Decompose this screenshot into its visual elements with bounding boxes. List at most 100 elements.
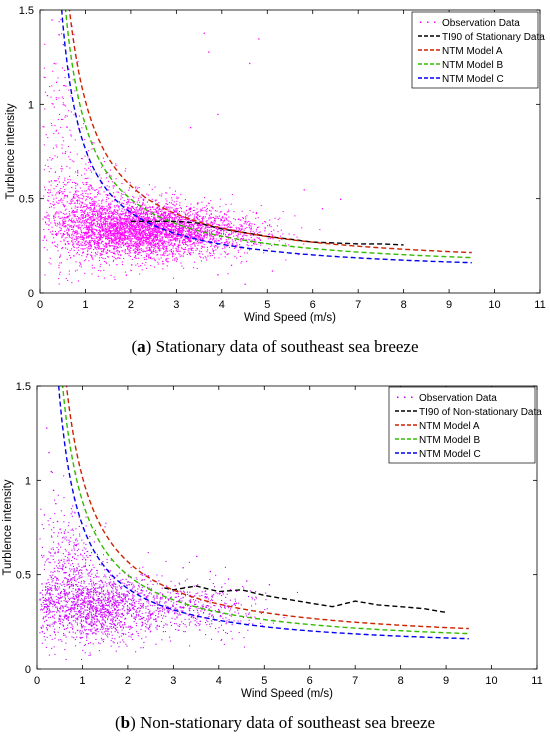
observation-point bbox=[136, 201, 138, 203]
observation-point bbox=[249, 222, 251, 224]
observation-point bbox=[46, 211, 48, 213]
observation-point bbox=[71, 234, 73, 236]
observation-point bbox=[164, 228, 166, 230]
observation-point bbox=[81, 217, 83, 219]
observation-point bbox=[59, 191, 61, 193]
observation-point bbox=[107, 195, 109, 197]
observation-point bbox=[114, 223, 116, 225]
observation-point bbox=[192, 223, 194, 225]
observation-point bbox=[140, 232, 142, 234]
observation-point bbox=[282, 233, 284, 235]
observation-point bbox=[169, 226, 171, 228]
observation-point bbox=[57, 250, 59, 252]
observation-point bbox=[81, 613, 83, 615]
observation-point bbox=[232, 244, 234, 246]
observation-point bbox=[121, 235, 123, 237]
observation-point bbox=[203, 32, 205, 34]
observation-point bbox=[104, 222, 106, 224]
observation-point bbox=[162, 215, 164, 217]
observation-point bbox=[113, 220, 115, 222]
observation-point bbox=[137, 248, 139, 250]
observation-point bbox=[197, 239, 199, 241]
observation-point bbox=[182, 235, 184, 237]
observation-point bbox=[158, 239, 160, 241]
observation-point bbox=[163, 215, 165, 217]
observation-point bbox=[127, 203, 129, 205]
observation-point bbox=[138, 251, 140, 253]
observation-point bbox=[117, 252, 119, 254]
observation-point bbox=[149, 231, 151, 233]
observation-point bbox=[98, 236, 100, 238]
observation-point bbox=[182, 240, 184, 242]
observation-point bbox=[93, 241, 95, 243]
observation-point bbox=[91, 216, 93, 218]
observation-point bbox=[182, 248, 184, 250]
observation-point bbox=[183, 251, 185, 253]
observation-point bbox=[93, 208, 95, 210]
observation-point bbox=[122, 219, 124, 221]
observation-point bbox=[152, 244, 154, 246]
observation-point bbox=[139, 237, 141, 239]
observation-point bbox=[42, 239, 44, 241]
observation-point bbox=[99, 226, 101, 228]
observation-point bbox=[232, 232, 234, 234]
observation-point bbox=[94, 238, 96, 240]
observation-point bbox=[91, 199, 93, 201]
observation-point bbox=[144, 241, 146, 243]
observation-point bbox=[139, 231, 141, 233]
observation-point bbox=[46, 249, 48, 251]
observation-point bbox=[92, 258, 94, 260]
observation-point bbox=[145, 206, 147, 208]
observation-point bbox=[165, 243, 167, 245]
observation-point bbox=[96, 205, 98, 207]
observation-point bbox=[125, 217, 127, 219]
observation-point bbox=[178, 227, 180, 229]
observation-point bbox=[97, 203, 99, 205]
observation-point bbox=[63, 191, 65, 193]
observation-point bbox=[102, 230, 104, 232]
observation-point bbox=[89, 189, 91, 191]
y-tick-label: 0.5 bbox=[19, 194, 34, 206]
observation-point bbox=[152, 234, 154, 236]
observation-point bbox=[136, 241, 138, 243]
observation-point bbox=[142, 213, 144, 215]
observation-point bbox=[129, 236, 131, 238]
observation-point bbox=[86, 221, 88, 223]
observation-point bbox=[156, 224, 158, 226]
observation-point bbox=[224, 229, 226, 231]
observation-point bbox=[141, 215, 143, 217]
observation-point bbox=[110, 599, 112, 601]
observation-point bbox=[159, 206, 161, 208]
observation-point bbox=[98, 246, 100, 248]
observation-point bbox=[66, 215, 68, 217]
observation-point bbox=[98, 248, 100, 250]
observation-point bbox=[47, 589, 49, 591]
observation-point bbox=[172, 223, 174, 225]
observation-point bbox=[123, 218, 125, 220]
observation-point bbox=[166, 235, 168, 237]
observation-point bbox=[208, 240, 210, 242]
observation-point bbox=[125, 237, 127, 239]
observation-point bbox=[148, 240, 150, 242]
series-line-ntm-model-a bbox=[68, 10, 472, 254]
observation-point bbox=[116, 226, 118, 228]
observation-point bbox=[77, 190, 79, 192]
observation-point bbox=[99, 223, 101, 225]
observation-point bbox=[74, 190, 76, 192]
observation-point bbox=[186, 218, 188, 220]
observation-point bbox=[196, 213, 198, 215]
observation-point bbox=[214, 246, 216, 248]
observation-point bbox=[165, 245, 167, 247]
observation-point bbox=[139, 252, 141, 254]
observation-point bbox=[76, 237, 78, 239]
observation-point bbox=[70, 200, 72, 202]
observation-point bbox=[151, 188, 153, 190]
observation-point bbox=[49, 0, 50, 1]
observation-point bbox=[143, 198, 145, 200]
observation-point bbox=[128, 201, 130, 203]
observation-point bbox=[72, 211, 74, 213]
observation-point bbox=[103, 206, 105, 208]
observation-point bbox=[256, 237, 258, 239]
observation-point bbox=[176, 236, 178, 238]
observation-point bbox=[88, 235, 90, 237]
